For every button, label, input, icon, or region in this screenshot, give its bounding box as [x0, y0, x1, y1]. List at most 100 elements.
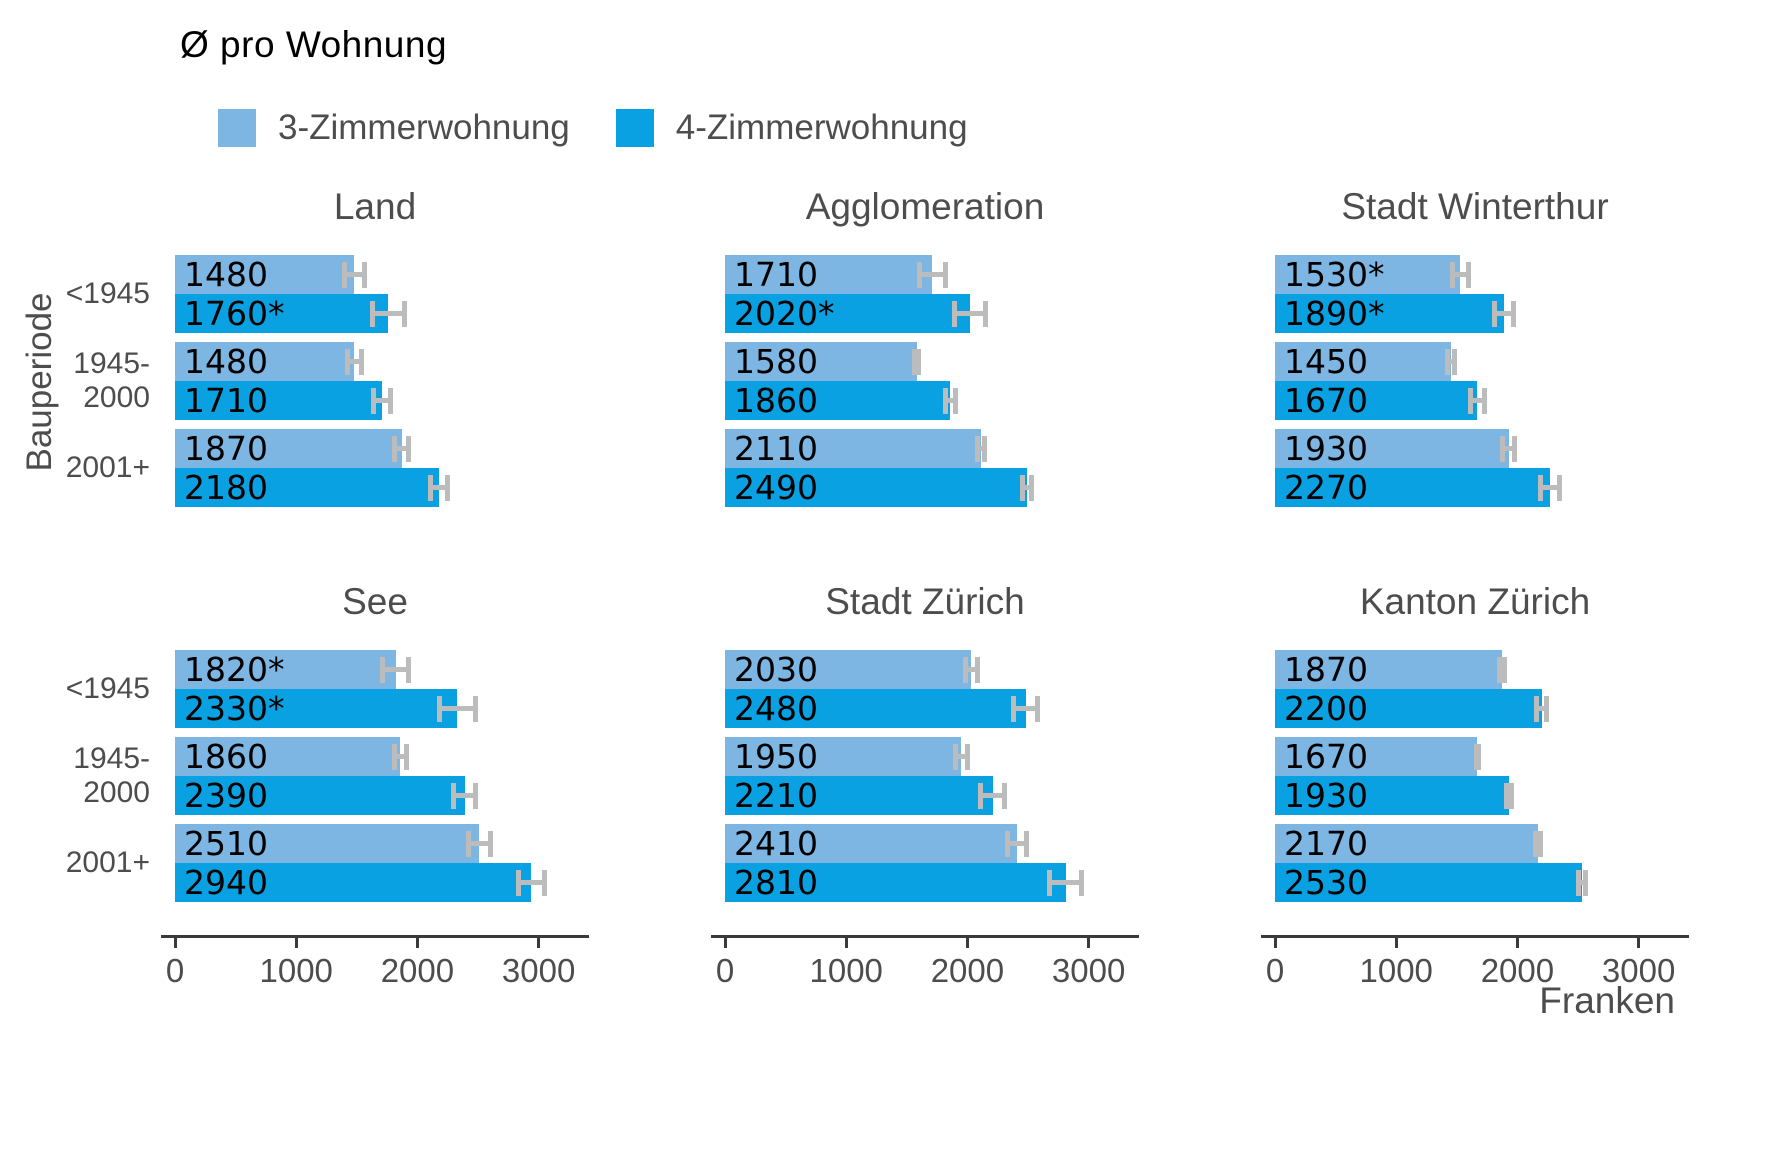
error-bar-cap-r	[1451, 348, 1457, 375]
bar-value-label: 1710	[734, 255, 818, 294]
error-bar-cap-r	[445, 474, 451, 501]
error-bar	[1533, 830, 1543, 857]
error-bar-cap-l	[1444, 348, 1450, 375]
error-bar-line	[1500, 445, 1518, 451]
x-axis-tick	[173, 935, 177, 948]
category-label: <1945	[0, 650, 150, 728]
bar-3-zimmerwohnung: 1710	[725, 255, 933, 294]
category-label-line: <1945	[65, 276, 150, 310]
category-label: 1945- 2000	[0, 342, 150, 420]
error-bar-cap-r	[1476, 743, 1482, 770]
error-bar	[371, 387, 394, 414]
error-bar-cap-l	[1491, 300, 1497, 327]
bar-3-zimmerwohnung: 1860	[175, 737, 401, 776]
legend-item-3-zimmerwohnung: 3-Zimmerwohnung	[218, 108, 570, 148]
error-bar	[974, 435, 987, 462]
bar-4-zimmerwohnung: 2210	[725, 776, 993, 815]
error-bar-cap-r	[1029, 474, 1035, 501]
error-bar-cap-r	[964, 743, 970, 770]
error-bar-cap-r	[487, 830, 493, 857]
category-label-line: 2001+	[65, 450, 150, 484]
x-axis-tick	[844, 935, 848, 948]
error-bar-line	[1538, 484, 1563, 490]
error-bar-line	[1011, 705, 1041, 711]
error-bar-cap-l	[974, 435, 980, 462]
error-bar-cap-r	[952, 387, 958, 414]
error-bar	[391, 435, 412, 462]
bar-value-label: 1480	[184, 342, 268, 381]
bar-3-zimmerwohnung: 1930	[1275, 429, 1509, 468]
error-bar-line	[1467, 397, 1488, 403]
bar-value-label: 1860	[734, 381, 818, 420]
error-bar-cap-r	[388, 387, 394, 414]
error-bar-cap-l	[1534, 695, 1540, 722]
error-bar	[379, 656, 412, 683]
x-axis-tick-label: 1000	[259, 952, 333, 989]
error-bar-cap-r	[403, 743, 409, 770]
error-bar	[1047, 869, 1084, 896]
bar-value-label: 2490	[734, 468, 818, 507]
error-bar-cap-r	[406, 435, 412, 462]
x-axis-tick	[1637, 935, 1641, 948]
bar-3-zimmerwohnung: 1480	[175, 342, 355, 381]
error-bar-line	[1444, 358, 1457, 364]
error-bar-cap-r	[1512, 435, 1518, 462]
bar-4-zimmerwohnung: 2330*	[175, 689, 458, 728]
error-bar-cap-l	[911, 348, 917, 375]
error-bar-line	[1575, 879, 1588, 885]
error-bar-cap-r	[361, 261, 367, 288]
bar-3-zimmerwohnung: 1450	[1275, 342, 1451, 381]
error-bar	[391, 743, 409, 770]
bar-3-zimmerwohnung: 1820*	[175, 650, 396, 689]
error-bar-cap-r	[1002, 782, 1008, 809]
error-bar-cap-l	[1533, 830, 1539, 857]
error-bar	[951, 300, 989, 327]
error-bar	[1444, 348, 1457, 375]
category-label-line: 1945-	[73, 346, 150, 380]
bar-4-zimmerwohnung: 1670	[1275, 381, 1478, 420]
bar-3-zimmerwohnung: 2170	[1275, 824, 1539, 863]
x-axis-tick-label: 0	[165, 952, 185, 989]
error-bar-cap-l	[1538, 474, 1544, 501]
error-bar-cap-r	[1482, 387, 1488, 414]
error-bar-line	[342, 271, 367, 277]
error-bar-cap-l	[342, 261, 348, 288]
error-bar-line	[515, 879, 548, 885]
error-bar-line	[1534, 705, 1549, 711]
x-axis-tick	[1087, 935, 1091, 948]
error-bar-cap-l	[951, 300, 957, 327]
error-bar-line	[451, 792, 479, 798]
bar-3-zimmerwohnung: 1870	[1275, 650, 1502, 689]
x-axis-tick	[415, 935, 419, 948]
bar-value-label: 1670	[1284, 381, 1368, 420]
facet-title-stadt-winterthur: Stadt Winterthur	[1341, 186, 1609, 227]
x-axis-tick-label: 3000	[501, 952, 576, 989]
x-axis-tick	[1394, 935, 1398, 948]
facet-title-agglomeration: Agglomeration	[805, 186, 1045, 227]
facet-title-see: See	[342, 581, 408, 622]
error-bar-cap-l	[451, 782, 457, 809]
error-bar-cap-r	[473, 695, 479, 722]
error-bar-line	[1491, 310, 1517, 316]
x-axis-tick-label: 2000	[930, 952, 1005, 989]
bar-4-zimmerwohnung: 2530	[1275, 863, 1582, 902]
category-label: 2001+	[0, 824, 150, 902]
error-bar-cap-r	[1078, 869, 1084, 896]
error-bar-line	[370, 310, 407, 316]
bar-3-zimmerwohnung: 2110	[725, 429, 981, 468]
error-bar-line	[391, 753, 409, 759]
error-bar-cap-l	[1011, 695, 1017, 722]
category-label: 2001+	[0, 429, 150, 507]
error-bar	[1538, 474, 1563, 501]
x-axis-title: Franken	[1539, 980, 1675, 1021]
error-bar-line	[978, 792, 1008, 798]
bar-4-zimmerwohnung: 2270	[1275, 468, 1551, 507]
error-bar	[1496, 656, 1507, 683]
error-bar	[962, 656, 980, 683]
facet-title-stadt-z-rich: Stadt Zürich	[825, 581, 1025, 622]
facet-title-kanton-z-rich: Kanton Zürich	[1359, 581, 1591, 622]
error-bar-cap-r	[1466, 261, 1472, 288]
error-bar-cap-l	[370, 300, 376, 327]
bar-3-zimmerwohnung: 1580	[725, 342, 917, 381]
error-bar	[451, 782, 479, 809]
